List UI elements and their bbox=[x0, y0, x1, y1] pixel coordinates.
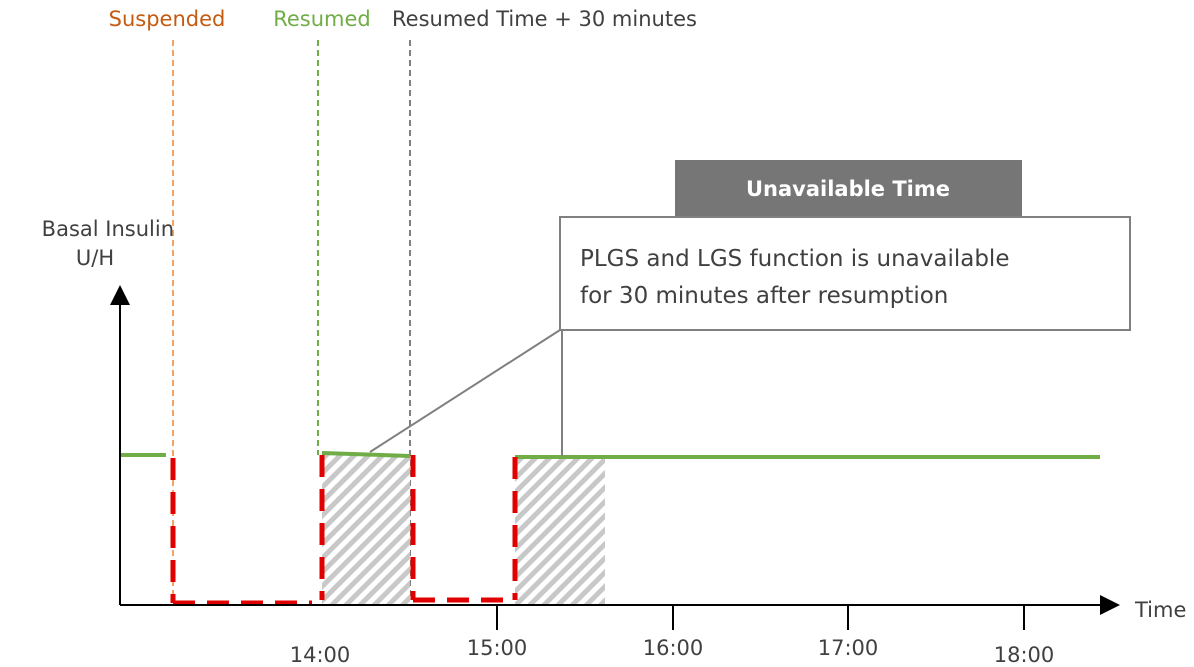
x-tick-label: 16:00 bbox=[643, 636, 704, 660]
y-axis-label: U/H bbox=[76, 246, 114, 270]
callout-leader bbox=[369, 329, 561, 453]
basal-line bbox=[321, 451, 411, 458]
resumed-label: Resumed bbox=[273, 7, 371, 31]
unavailable-region bbox=[322, 455, 410, 605]
delivery-path bbox=[170, 455, 518, 606]
callout-text: for 30 minutes after resumption bbox=[580, 283, 948, 309]
resumed-plus-label: Resumed Time + 30 minutes bbox=[392, 7, 697, 31]
y-axis-label: Basal Insulin bbox=[42, 217, 174, 241]
x-tick-label: 17:00 bbox=[818, 636, 879, 660]
callout-box bbox=[559, 216, 1131, 331]
x-axis-label: Time bbox=[1134, 598, 1186, 622]
x-tick-label: 18:00 bbox=[994, 643, 1055, 667]
callout-text: PLGS and LGS function is unavailable bbox=[580, 246, 1009, 272]
x-ticks bbox=[496, 605, 1025, 630]
x-tick-label: 14:00 bbox=[290, 643, 351, 667]
callout-title-box bbox=[675, 160, 1022, 217]
x-tick-label: 15:00 bbox=[467, 636, 528, 660]
unavailable-region bbox=[515, 457, 605, 605]
callout-title: Unavailable Time bbox=[746, 177, 950, 201]
suspended-label: Suspended bbox=[109, 7, 226, 31]
